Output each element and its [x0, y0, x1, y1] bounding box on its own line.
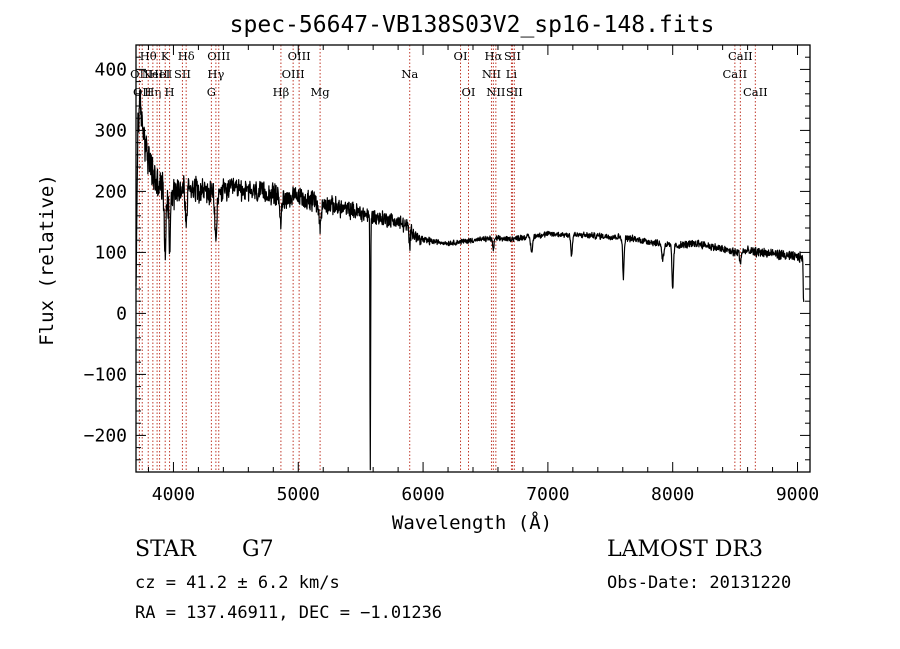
y-tick-label: 100 [94, 242, 127, 263]
y-axis-ticks: −200 −100 0 100 200 300 400 [84, 56, 810, 461]
spectral-line-label: NII [482, 67, 501, 81]
x-axis-ticks: 4000 5000 6000 7000 8000 9000 [147, 45, 819, 505]
spectral-line-label: SII [504, 49, 521, 63]
spectral-line-label: OI [454, 49, 468, 63]
sky-coordinates: RA = 137.46911, DEC = −1.01236 [135, 603, 443, 623]
chart-title: spec-56647-VB138S03V2_sp16-148.fits [230, 12, 715, 38]
y-axis-title: Flux (relative) [36, 174, 58, 346]
spectral-line-label: NII [486, 85, 505, 99]
spectral-line-label: OII [133, 85, 152, 99]
spectral-line-label: Hβ [273, 85, 290, 99]
spectral-line-label: Na [401, 67, 418, 81]
y-tick-label: 300 [94, 120, 127, 141]
spectral-line-label: OI [462, 85, 476, 99]
spectral-line-label: Mg [311, 85, 331, 99]
spectral-line-label: K [161, 49, 170, 63]
spectral-line-label: OIII [207, 49, 230, 63]
survey-name: LAMOST DR3 [607, 537, 763, 562]
spectral-line-label: OII [130, 67, 149, 81]
spectral-line-label: SII [174, 67, 191, 81]
spectral-line-label: G [207, 85, 216, 99]
spectral-line-label: Hθ [140, 49, 157, 63]
x-axis-title: Wavelength (Å) [392, 511, 552, 534]
spectral-line-label: HeI [149, 67, 170, 81]
plot-frame [135, 44, 811, 473]
spectral-line-label: SII [506, 85, 523, 99]
y-tick-label: −200 [84, 425, 127, 446]
object-class: STAR [135, 537, 196, 562]
y-tick-label: −100 [84, 364, 127, 385]
y-tick-label: 400 [94, 59, 127, 80]
object-subclass: G7 [242, 537, 274, 562]
spectral-line-label: Hγ [207, 67, 224, 81]
x-tick-label: 9000 [776, 484, 819, 505]
x-tick-label: 6000 [401, 484, 444, 505]
redshift-velocity: cz = 41.2 ± 6.2 km/s [135, 573, 340, 593]
spectral-line-label: Hα [484, 49, 502, 63]
spectral-line-label: OIII [288, 49, 311, 63]
x-tick-label: 7000 [526, 484, 569, 505]
y-tick-label: 200 [94, 181, 127, 202]
x-tick-label: 8000 [651, 484, 694, 505]
spectral-line-label: CaII [743, 85, 768, 99]
flux-spectrum-line [135, 89, 805, 471]
spectral-line-label: Li [506, 67, 518, 81]
spectral-line-label: OIII [282, 67, 305, 81]
observation-date: Obs-Date: 20131220 [607, 573, 792, 593]
spectral-line-label: Hδ [178, 49, 195, 63]
y-tick-label: 0 [116, 303, 127, 324]
x-tick-label: 4000 [152, 484, 195, 505]
spectral-line-label: Hη [144, 85, 161, 99]
spectral-line-label: CaII [722, 67, 747, 81]
spectral-line-label: CaII [728, 49, 753, 63]
x-tick-label: 5000 [277, 484, 320, 505]
spectral-line-label: H [165, 85, 175, 99]
